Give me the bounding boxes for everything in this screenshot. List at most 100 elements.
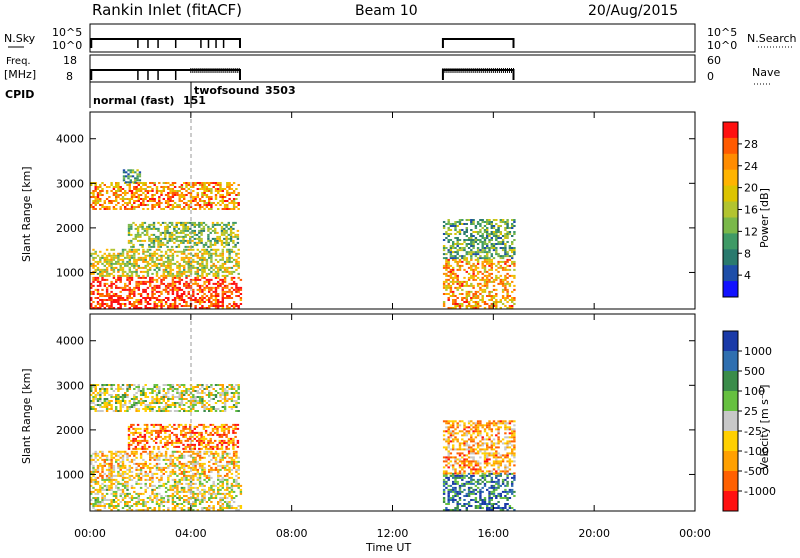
- heatmap-cell: [235, 305, 237, 307]
- heatmap-cell: [182, 224, 184, 226]
- heatmap-cell: [201, 400, 203, 402]
- heatmap-cell: [173, 428, 175, 430]
- heatmap-cell: [122, 303, 124, 305]
- heatmap-cell: [106, 408, 108, 410]
- heatmap-cell: [194, 301, 196, 303]
- heatmap-cell: [491, 233, 493, 235]
- heatmap-cell: [138, 267, 140, 269]
- heatmap-cell: [144, 434, 146, 436]
- heatmap-cell: [231, 477, 233, 479]
- heatmap-cell: [160, 436, 162, 438]
- heatmap-cell: [226, 398, 228, 400]
- heatmap-cell: [92, 249, 94, 251]
- heatmap-cell: [183, 398, 185, 400]
- heatmap-cell: [120, 277, 122, 279]
- heatmap-cell: [156, 202, 158, 204]
- heatmap-cell: [101, 499, 103, 501]
- heatmap-cell: [228, 457, 230, 459]
- heatmap-cell: [192, 388, 194, 390]
- heatmap-cell: [197, 487, 199, 489]
- heatmap-cell: [188, 206, 190, 208]
- heatmap-cell: [454, 237, 456, 239]
- heatmap-cell: [155, 430, 157, 432]
- heatmap-cell: [97, 194, 99, 196]
- heatmap-cell: [117, 489, 119, 491]
- heatmap-cell: [173, 226, 175, 228]
- heatmap-cell: [149, 451, 151, 453]
- heatmap-cell: [472, 275, 474, 277]
- heatmap-cell: [486, 227, 488, 229]
- heatmap-cell: [468, 285, 470, 287]
- heatmap-cell: [210, 448, 212, 450]
- heatmap-cell: [488, 279, 490, 281]
- heatmap-cell: [210, 253, 212, 255]
- heatmap-cell: [213, 287, 215, 289]
- heatmap-cell: [513, 263, 515, 265]
- heatmap-cell: [176, 230, 178, 232]
- heatmap-cell: [233, 507, 235, 509]
- heatmap-cell: [459, 219, 461, 221]
- heatmap-cell: [167, 404, 169, 406]
- heatmap-cell: [92, 507, 94, 509]
- heatmap-cell: [180, 232, 182, 234]
- heatmap-cell: [179, 398, 181, 400]
- heatmap-cell: [200, 230, 202, 232]
- heatmap-cell: [194, 402, 196, 404]
- heatmap-cell: [95, 261, 97, 263]
- heatmap-cell: [231, 291, 233, 293]
- heatmap-cell: [215, 303, 217, 305]
- heatmap-cell: [120, 388, 122, 390]
- heatmap-cell: [222, 507, 224, 509]
- heatmap-cell: [233, 467, 235, 469]
- heatmap-cell: [179, 461, 181, 463]
- heatmap-cell: [173, 242, 175, 244]
- heatmap-cell: [203, 277, 205, 279]
- heatmap-cell: [181, 479, 183, 481]
- heatmap-cell: [235, 465, 237, 467]
- heatmap-cell: [208, 408, 210, 410]
- heatmap-cell: [486, 235, 488, 237]
- cpid-label: CPID: [5, 88, 34, 101]
- heatmap-cell: [165, 487, 167, 489]
- heatmap-cell: [185, 434, 187, 436]
- heatmap-cell: [181, 273, 183, 275]
- heatmap-cell: [198, 226, 200, 228]
- heatmap-cell: [115, 408, 117, 410]
- heatmap-cell: [185, 303, 187, 305]
- heatmap-cell: [164, 230, 166, 232]
- heatmap-cell: [149, 455, 151, 457]
- heatmap-cell: [219, 236, 221, 238]
- heatmap-cell: [491, 297, 493, 299]
- heatmap-cell: [104, 489, 106, 491]
- heatmap-cell: [176, 238, 178, 240]
- heatmap-cell: [133, 186, 135, 188]
- heatmap-cell: [206, 202, 208, 204]
- heatmap-cell: [117, 487, 119, 489]
- heatmap-cell: [192, 406, 194, 408]
- heatmap-cell: [95, 477, 97, 479]
- heatmap-cell: [457, 243, 459, 245]
- heatmap-cell: [122, 275, 124, 277]
- heatmap-cell: [219, 267, 221, 269]
- heatmap-cell: [153, 448, 155, 450]
- heatmap-cell: [192, 184, 194, 186]
- heatmap-cell: [122, 269, 124, 271]
- heatmap-cell: [122, 507, 124, 509]
- heatmap-cell: [210, 432, 212, 434]
- heatmap-cell: [457, 257, 459, 259]
- heatmap-cell: [199, 204, 201, 206]
- heatmap-cell: [122, 483, 124, 485]
- heatmap-cell: [215, 265, 217, 267]
- heatmap-cell: [234, 424, 236, 426]
- heatmap-cell: [222, 481, 224, 483]
- heatmap-cell: [129, 507, 131, 509]
- heatmap-cell: [115, 394, 117, 396]
- heatmap-cell: [158, 204, 160, 206]
- heatmap-cell: [149, 182, 151, 184]
- heatmap-cell: [454, 299, 456, 301]
- heatmap-cell: [225, 434, 227, 436]
- heatmap-cell: [445, 259, 447, 261]
- heatmap-cell: [124, 271, 126, 273]
- heatmap-cell: [454, 487, 456, 489]
- heatmap-cell: [459, 487, 461, 489]
